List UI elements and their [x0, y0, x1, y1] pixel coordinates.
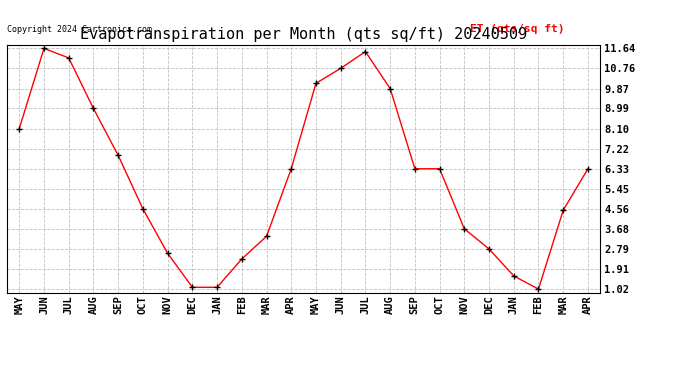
Text: Copyright 2024 Cartronics.com: Copyright 2024 Cartronics.com: [7, 25, 152, 34]
Text: ET (qts/sq ft): ET (qts/sq ft): [470, 24, 564, 34]
Title: Evapotranspiration per Month (qts sq/ft) 20240509: Evapotranspiration per Month (qts sq/ft)…: [80, 27, 527, 42]
